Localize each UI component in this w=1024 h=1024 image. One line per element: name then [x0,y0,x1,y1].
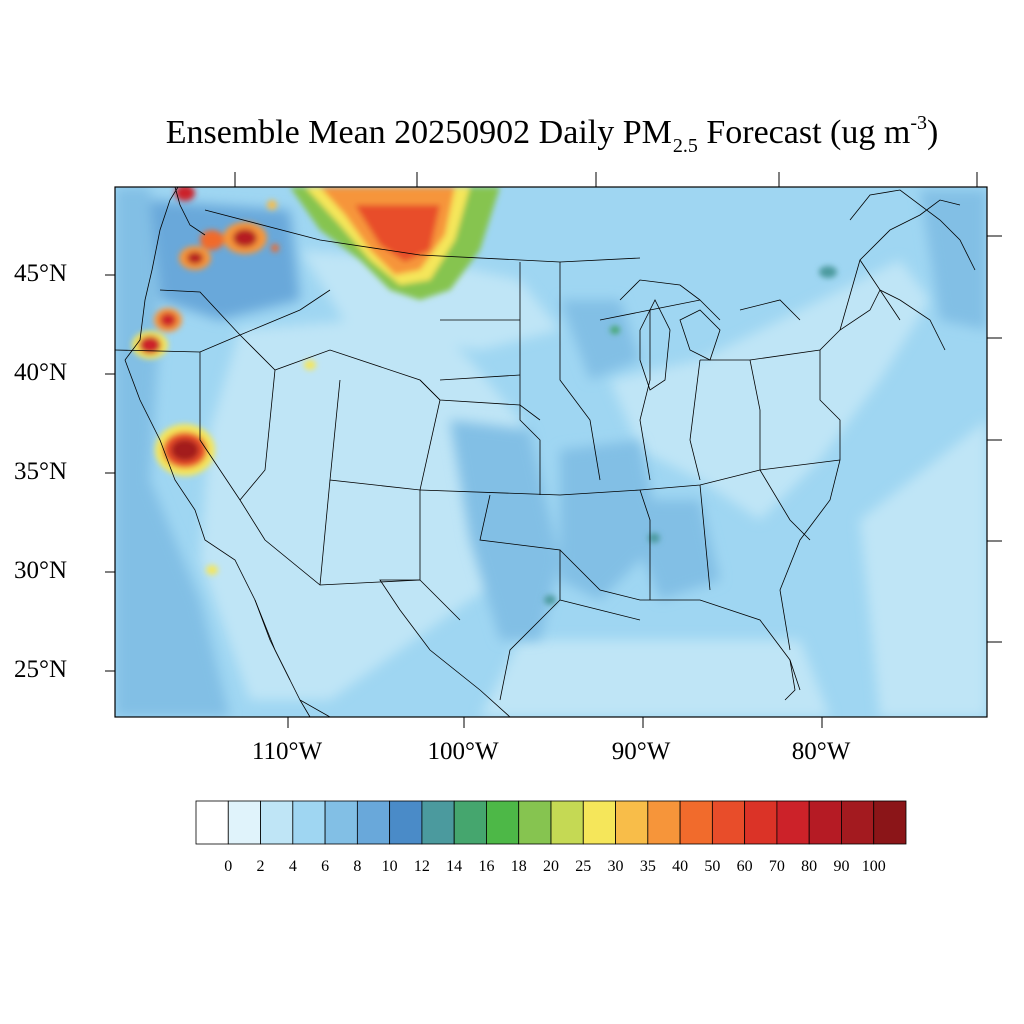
map-frame [114,186,988,718]
colorbar-tick-label: 40 [672,858,689,875]
colorbar-tick-label: 6 [321,858,330,875]
colorbar-swatch [324,800,358,845]
lon-label: 90°W [611,738,671,765]
colorbar-tick-label: 2 [256,858,265,875]
colorbar-swatch [227,800,261,845]
lat-label: 25°N [14,656,68,683]
colorbar-tick-label: 25 [575,858,592,875]
colorbar-tick-label: 90 [833,858,850,875]
colorbar-swatch [679,800,713,845]
lat-ticks [105,235,1002,672]
colorbar-tick-label: 18 [510,858,527,875]
colorbar-swatch [841,800,875,845]
lat-label: 45°N [14,260,68,287]
colorbar-swatch [582,800,616,845]
colorbar-swatch [744,800,778,845]
colorbar-tick-label: 20 [543,858,559,875]
colorbar-tick-label: 80 [801,858,818,875]
colorbar-tick-label: 4 [288,858,297,875]
colorbar-tick-label: 12 [413,858,430,875]
colorbar-swatch [292,800,326,845]
lon-label: 80°W [791,738,851,765]
lat-label: 30°N [14,557,68,584]
boundaries [115,187,976,717]
colorbar-swatch [260,800,294,845]
colorbar-swatch [873,800,907,845]
colorbar-swatch [711,800,746,845]
colorbar-swatch [615,800,649,845]
colorbar [195,800,907,845]
colorbar-swatch [389,800,423,845]
colorbar-swatch [776,800,810,845]
colorbar-tick-label: 100 [861,858,886,875]
lat-label: 35°N [14,458,68,485]
colorbar-tick-label: 16 [478,858,495,875]
colorbar-tick-label: 14 [446,858,463,875]
map-title: Ensemble Mean 20250902 Daily PM2.5 Forec… [165,112,939,157]
colorbar-tick-label: 8 [353,858,362,875]
lon-label: 100°W [427,738,499,765]
colorbar-swatch [195,800,229,845]
colorbar-swatch [518,800,552,845]
colorbar-swatch [453,800,487,845]
colorbar-swatch [486,800,520,845]
colorbar-tick-label: 60 [736,858,753,875]
colorbar-swatch [647,800,681,845]
concentration-field [115,187,987,717]
lon-ticks [234,172,978,728]
lat-label: 40°N [14,359,68,386]
colorbar-swatch [421,800,455,845]
colorbar-swatch [356,800,391,845]
colorbar-tick-label: 10 [381,858,398,875]
colorbar-tick-label: 0 [224,858,233,875]
colorbar-tick-label: 35 [639,858,656,875]
colorbar-swatch [808,800,842,845]
colorbar-tick-label: 50 [704,858,721,875]
colorbar-tick-label: 70 [768,858,785,875]
colorbar-tick-label: 30 [607,858,624,875]
colorbar-swatch [550,800,584,845]
lon-label: 110°W [251,738,323,765]
